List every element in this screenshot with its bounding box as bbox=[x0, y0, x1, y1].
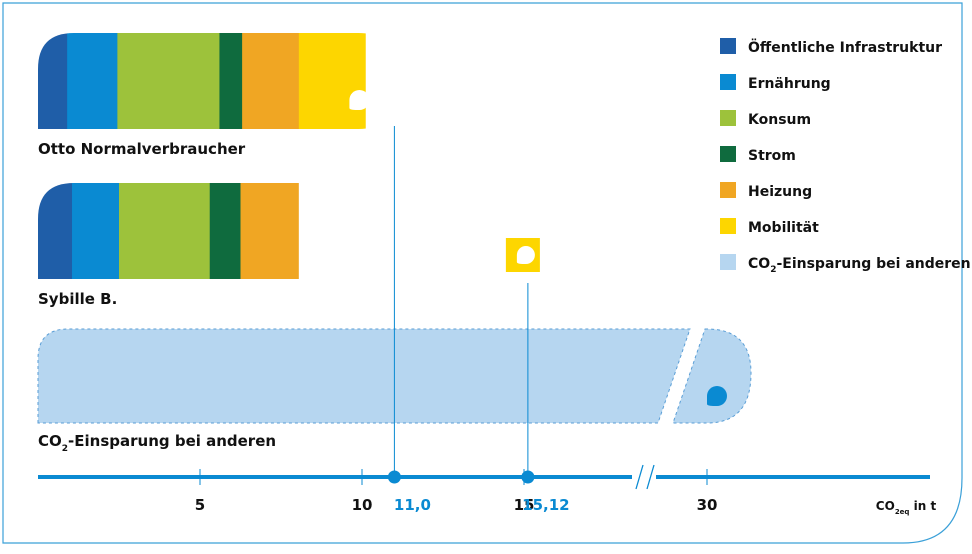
legend-label: Ernährung bbox=[748, 76, 831, 92]
drop-icon bbox=[349, 90, 370, 110]
axis-break bbox=[635, 464, 644, 490]
x-tick-label: 5 bbox=[195, 496, 205, 514]
marker-label: 15,12 bbox=[522, 496, 569, 514]
legend-swatch bbox=[720, 218, 736, 234]
legend-label: Strom bbox=[748, 148, 796, 164]
savings-band bbox=[37, 328, 691, 424]
x-tick-label: 30 bbox=[697, 496, 718, 514]
bar-segment bbox=[119, 183, 211, 279]
axis-unit: CO2eq in t bbox=[876, 499, 937, 516]
legend-swatch bbox=[720, 254, 736, 270]
legend-label: Öffentliche Infrastruktur bbox=[748, 38, 942, 56]
savings-label: CO2-Einsparung bei anderen bbox=[38, 432, 276, 454]
bar-segment bbox=[38, 183, 73, 279]
axis-break bbox=[646, 464, 655, 490]
legend-swatch bbox=[720, 110, 736, 126]
legend-label: Heizung bbox=[748, 184, 812, 200]
savings-band-tail bbox=[672, 328, 752, 424]
drop-icon bbox=[707, 386, 727, 406]
bar-segment bbox=[209, 183, 241, 279]
axis-marker bbox=[521, 470, 535, 484]
bar-segment bbox=[298, 33, 366, 129]
axis-marker bbox=[387, 470, 401, 484]
legend-label: CO2-Einsparung bei anderen bbox=[748, 256, 971, 275]
x-tick-label: 15 bbox=[514, 496, 535, 514]
legend-label: Konsum bbox=[748, 112, 811, 128]
bar-segment bbox=[240, 183, 299, 279]
bar-label: Otto Normalverbraucher bbox=[38, 140, 246, 158]
bar-segment bbox=[219, 33, 243, 129]
legend-swatch bbox=[720, 182, 736, 198]
legend-label: Mobilität bbox=[748, 220, 819, 236]
stacked-bar bbox=[38, 183, 299, 279]
stacked-bar bbox=[38, 33, 366, 129]
legend-swatch bbox=[720, 146, 736, 162]
bar-segment bbox=[38, 33, 68, 129]
bar-segment bbox=[67, 33, 118, 129]
bar-label: Sybille B. bbox=[38, 290, 117, 308]
bar-segment bbox=[117, 33, 220, 129]
legend-swatch bbox=[720, 38, 736, 54]
marker-label: 11,0 bbox=[394, 496, 431, 514]
bar-segment bbox=[72, 183, 120, 279]
chart-frame bbox=[2, 2, 963, 544]
drop-icon bbox=[516, 246, 535, 264]
x-tick-label: 10 bbox=[352, 496, 373, 514]
bar-segment bbox=[242, 33, 300, 129]
legend-swatch bbox=[720, 74, 736, 90]
